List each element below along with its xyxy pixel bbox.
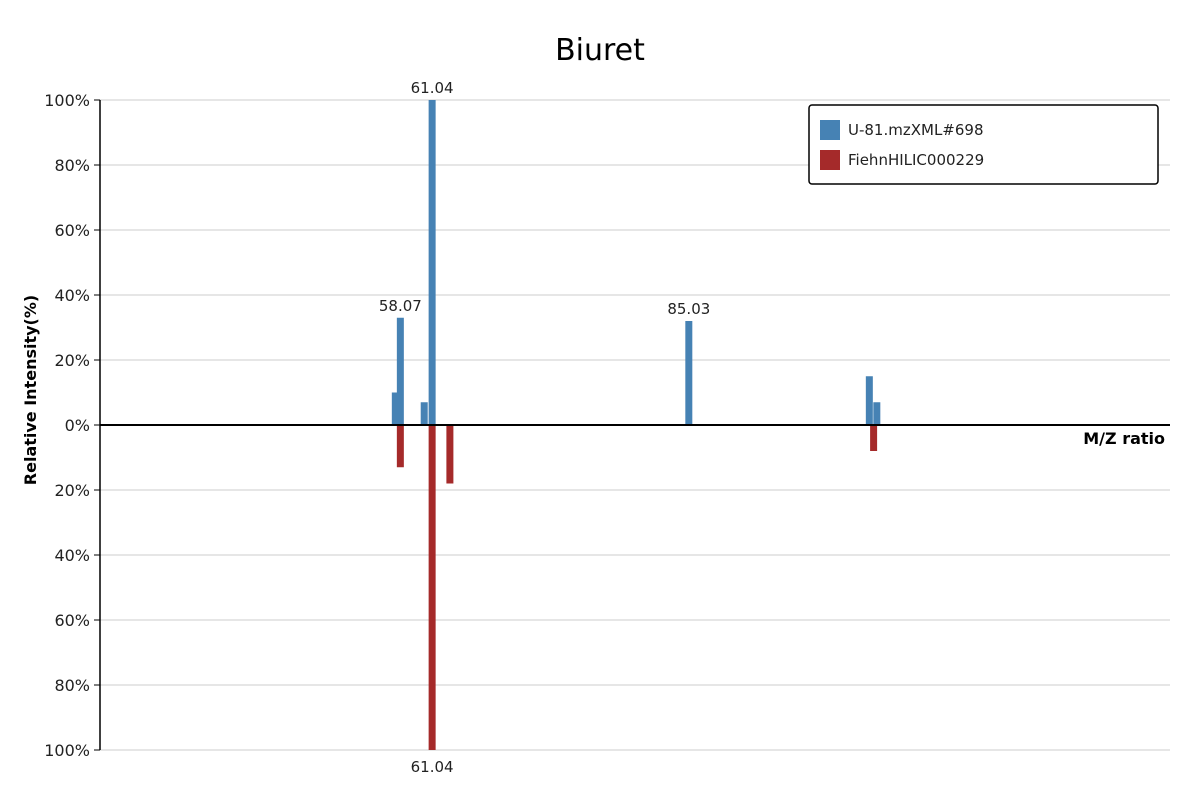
peak-bar-bottom[interactable] — [428, 425, 436, 750]
peak-bar-bottom[interactable] — [446, 425, 454, 484]
y-tick-label: 20% — [54, 351, 90, 370]
y-tick-label: 20% — [54, 481, 90, 500]
peak-bar-top[interactable] — [873, 402, 881, 425]
y-tick-label: 40% — [54, 286, 90, 305]
y-tick-label: 0% — [65, 416, 90, 435]
y-tick-label: 60% — [54, 611, 90, 630]
y-tick-label: 80% — [54, 156, 90, 175]
peak-label: 85.03 — [667, 300, 710, 318]
y-axis-ticks: 100% 80% 60% 40% 20% 0% 20% 40% 60% 80% 100% — [44, 91, 100, 760]
peak-bar-top[interactable] — [685, 321, 693, 425]
peak-bar-top[interactable] — [865, 376, 873, 425]
x-axis-title: M/Z ratio — [1083, 429, 1165, 448]
y-tick-label: 80% — [54, 676, 90, 695]
peak-label: 61.04 — [411, 79, 454, 97]
y-tick-label: 60% — [54, 221, 90, 240]
peak-bar-top[interactable] — [396, 317, 404, 425]
y-tick-label: 100% — [44, 741, 90, 760]
chart-title: Biuret — [555, 33, 645, 68]
peak-bar-bottom[interactable] — [396, 425, 404, 468]
peak-bar-bottom[interactable] — [870, 425, 878, 451]
y-tick-label: 40% — [54, 546, 90, 565]
peak-bars — [391, 100, 881, 750]
peak-labels: 58.07 61.04 85.03 61.04 — [379, 79, 710, 776]
peak-label: 58.07 — [379, 297, 422, 315]
y-axis-title: Relative Intensity(%) — [21, 295, 40, 485]
legend-label-bottom: FiehnHILIC000229 — [848, 151, 984, 169]
peak-bar-top[interactable] — [428, 100, 436, 425]
y-tick-label: 100% — [44, 91, 90, 110]
peak-bar-top[interactable] — [391, 392, 399, 426]
legend-swatch-bottom — [820, 150, 840, 170]
peak-bar-top[interactable] — [420, 402, 428, 425]
peak-label: 61.04 — [411, 758, 454, 776]
legend: U-81.mzXML#698 FiehnHILIC000229 — [808, 104, 1159, 185]
grid-lines — [100, 99, 1170, 751]
legend-label-top: U-81.mzXML#698 — [848, 121, 984, 139]
legend-swatch-top — [820, 120, 840, 140]
legend-box — [808, 104, 1159, 185]
